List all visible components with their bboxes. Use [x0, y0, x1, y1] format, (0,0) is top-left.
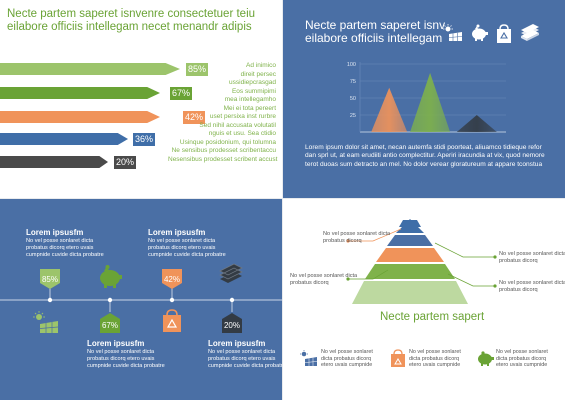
panel2-body: Lorem ipsum dolor sit amet, necan autemf…: [305, 144, 545, 168]
list-item: Ad inimico: [246, 62, 276, 69]
list-item: Mei ei tota pereert: [223, 104, 276, 112]
footer-text: No vel posse sonlaret dicta probatus dic…: [409, 349, 461, 368]
recycle-bag-icon: [163, 309, 181, 332]
piggy-bank-icon: [100, 265, 122, 288]
timeline-dot: [169, 297, 175, 303]
y-tick-label: 100: [347, 62, 356, 68]
ribbon-bar: [0, 156, 108, 168]
block-body: No vel posse sonlaret dicta probatus dic…: [208, 349, 282, 369]
block-heading: Lorem ipsusfm: [26, 228, 84, 237]
pyramid-callout: No vel posse sonlaret dicta probatus dic…: [290, 273, 358, 286]
list-item: Nesensibus prodesset scribent accust: [168, 155, 278, 163]
footer-text: No vel posse sonlaret dicta probatus dic…: [321, 349, 373, 368]
list-item: Ne sensibus prodesset scribentaccu: [171, 147, 276, 154]
ribbon-bar: [0, 111, 160, 123]
timeline-badge: [222, 313, 242, 333]
y-tick-label: 75: [350, 79, 356, 85]
list-item: ussidiepcrasgad: [229, 79, 276, 86]
solar-panel-icon: [300, 350, 318, 366]
timeline-badge: [100, 313, 120, 333]
ribbon-bar: [0, 63, 180, 75]
list-item: Eos summipimi: [231, 87, 276, 95]
pyramid-layer-2: [387, 235, 433, 246]
ribbon-bar: [0, 87, 160, 99]
ribbon-percent: 85%: [186, 63, 208, 76]
chart-triangle-series-1: [371, 87, 408, 132]
solar-panel-icon: [443, 24, 463, 47]
ribbon-42: 42%: [0, 111, 205, 124]
ribbon-infographic-panel: Necte partem saperet isnvenre consectetu…: [0, 0, 282, 198]
ribbon-percent: 36%: [133, 133, 155, 146]
block-body: No vel posse sonlaret dicta probatus dic…: [148, 238, 226, 258]
ribbon-36: 36%: [0, 133, 155, 146]
timeline: 85% 67% 42% 20%: [0, 263, 282, 333]
ribbon-bar: [0, 133, 128, 145]
list-item: uset persixa inst rurbre: [209, 113, 276, 120]
pyramid-title: Necte partem sapert: [380, 311, 485, 323]
panel2-title: Necte partem saperet isnv eilabore offic…: [305, 18, 446, 45]
block-body: No vel posse sonlaret dicta probatus dic…: [87, 349, 165, 369]
pyramid-layer-4: [365, 264, 455, 279]
timeline-panel: Lorem ipsusfm No vel posse sonlaret dict…: [0, 199, 282, 400]
pyramid-callout-line: [447, 273, 495, 287]
timeline-badge: [40, 269, 60, 289]
ribbon-20: 20%: [0, 156, 140, 169]
piggy-bank-icon: [478, 351, 494, 366]
money-stack-icon: [219, 263, 243, 283]
chart-triangle-series-3: [456, 115, 497, 132]
chart-triangle-series-2: [410, 72, 451, 132]
pyramid-layer-5: [352, 281, 468, 304]
ribbon-percent: 67%: [170, 87, 192, 100]
ribbon-percent: 20%: [114, 156, 136, 169]
timeline-text-block: Lorem ipsusfm No vel posse sonlaret dict…: [87, 339, 167, 370]
ribbon-percent: 42%: [183, 111, 205, 124]
timeline-dot: [107, 297, 113, 303]
pyramid-callout-line: [348, 269, 389, 280]
block-body: No vel posse sonlaret dicta probatus dic…: [26, 238, 104, 258]
timeline-text-block: Lorem ipsusfm No vel posse sonlaret dict…: [26, 228, 106, 259]
timeline-text-block: Lorem ipsusfm No vel posse sonlaret dict…: [148, 228, 228, 259]
pyramid-callout-line: [434, 242, 495, 258]
badge-label: 67%: [102, 321, 118, 330]
pyramid-diagram: [300, 219, 497, 367]
pyramid-layer-1: [396, 219, 424, 233]
timeline-dot: [229, 297, 235, 303]
piggy-bank-icon: [469, 24, 489, 47]
list-item: direit persec: [240, 70, 276, 78]
list-item: Sed nihil accusata volutatil: [199, 121, 276, 129]
ribbon-67: 67%: [0, 87, 195, 100]
ribbon-text-list: Ad inimico direit persec ussidiepcrasgad…: [168, 62, 278, 164]
block-heading: Lorem ipsusfm: [208, 339, 266, 348]
y-tick-label: 50: [350, 96, 356, 102]
area-chart: 100 75 50 25: [347, 62, 506, 133]
timeline-badge: [162, 269, 182, 289]
timeline-dot: [47, 297, 53, 303]
block-heading: Lorem ipsusfm: [148, 228, 206, 237]
pyramid-callout: No vel posse sonlaret dicta probatus dic…: [499, 251, 565, 264]
footer-text: No vel posse sonlaret dicta probatus dic…: [496, 349, 548, 368]
panel1-title: Necte partem saperet isnvenre consectetu…: [7, 8, 256, 33]
timeline-text-block: Lorem ipsusfm No vel posse sonlaret dict…: [208, 339, 282, 370]
pyramid-panel: No vel posse sonlaret dicta probatus dic…: [283, 199, 565, 400]
pyramid-callout: No vel posse sonlaret dicta probatus dic…: [323, 231, 391, 244]
chart-panel: Necte partem saperet isnv eilabore offic…: [283, 0, 565, 198]
pyramid-callout-line: [348, 228, 402, 242]
block-heading: Lorem ipsusfm: [87, 339, 145, 348]
recycle-bag-icon: [495, 24, 513, 49]
pyramid-callout: No vel posse sonlaret dicta probatus dic…: [499, 280, 565, 293]
solar-panel-icon: [33, 311, 59, 333]
badge-label: 85%: [42, 275, 58, 284]
list-item: nguis et usu. Sea ctidio: [208, 130, 276, 137]
badge-label: 20%: [224, 321, 240, 330]
list-item: Usinque posidonium, qui tolumna: [179, 138, 276, 146]
ribbon-85: 85%: [0, 63, 208, 76]
y-tick-label: 25: [350, 113, 356, 119]
list-item: mea intellegamho: [224, 96, 276, 103]
pyramid-layer-3: [376, 248, 444, 262]
money-stack-icon: [519, 24, 541, 47]
badge-label: 42%: [164, 275, 180, 284]
recycle-bag-icon: [391, 349, 405, 367]
